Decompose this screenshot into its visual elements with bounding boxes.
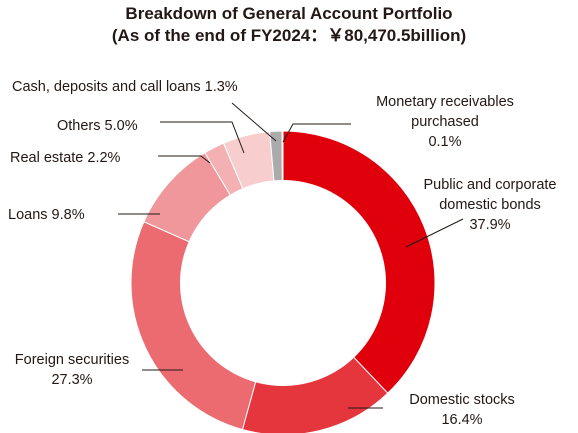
slice-label-2-line-1: 27.3%: [51, 372, 92, 388]
slice-label-7-line-1: purchased: [411, 114, 479, 130]
slice-label-0-line-1: domestic bonds: [439, 197, 541, 213]
chart-title-line-1: Breakdown of General Account Portfolio: [125, 4, 452, 23]
leader-line-6: [231, 102, 277, 142]
leader-lines: [118, 102, 464, 409]
leader-line-0: [405, 218, 464, 248]
leader-line-7: [282, 123, 351, 143]
leader-line-5: [160, 121, 245, 154]
slice-labels: Public and corporate domestic bonds 37.9% D…: [8, 79, 557, 428]
slice-label-1-line-1: 16.4%: [441, 412, 482, 428]
slice-label-6-line-0: Cash, deposits and call loans 1.3%: [12, 79, 238, 95]
slice-label-4-line-0: Real estate 2.2%: [10, 150, 121, 166]
slice-label-5-line-0: Others 5.0%: [57, 118, 138, 134]
slice-label-3-line-0: Loans 9.8%: [8, 207, 85, 223]
slice-label-7-line-2: 0.1%: [428, 134, 461, 150]
slice-label-0-line-0: Public and corporate: [424, 177, 557, 193]
slice-label-0-line-2: 37.9%: [469, 217, 510, 233]
slice-label-1-line-0: Domestic stocks: [409, 392, 515, 408]
slice-label-2-line-0: Foreign securities: [15, 352, 129, 368]
slice-label-7-line-0: Monetary receivables: [376, 94, 514, 110]
donut-hole: [180, 180, 386, 386]
leader-line-4: [158, 155, 211, 164]
chart-title-line-2: (As of the end of FY2024：￥80,470.5billio…: [112, 26, 466, 45]
